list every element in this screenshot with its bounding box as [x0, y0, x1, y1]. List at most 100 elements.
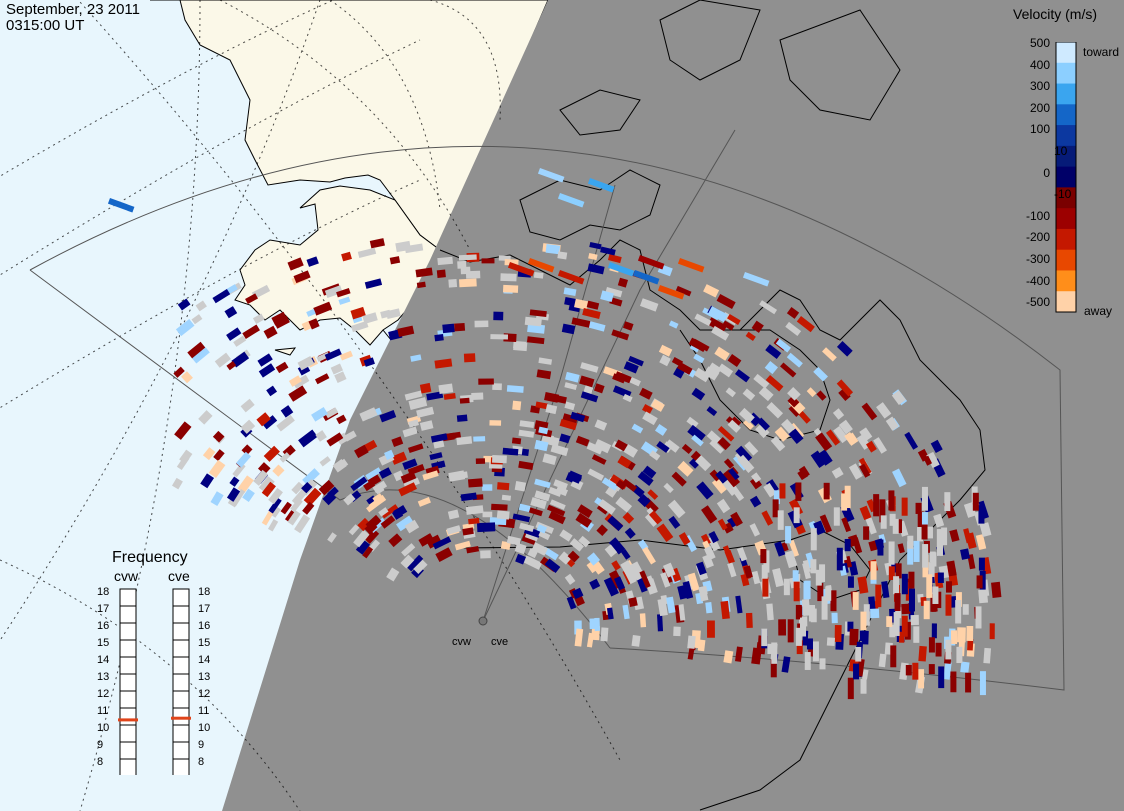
velocity-cell [720, 600, 730, 620]
velocity-cell [780, 362, 797, 378]
velocity-cell [402, 458, 418, 470]
frequency-cell [119, 724, 137, 743]
velocity-cell [957, 627, 966, 643]
velocity-cell [697, 639, 706, 652]
map-label-cvw: cvw [452, 636, 471, 648]
frequency-cell [119, 758, 137, 775]
velocity-cell [785, 321, 802, 337]
fov-outline [29, 269, 611, 649]
velocity-cell [519, 420, 535, 429]
velocity-cell [459, 397, 470, 404]
velocity-cell [608, 537, 626, 555]
velocity-cell [678, 532, 691, 546]
arctic-islands [519, 0, 901, 241]
velocity-cell [878, 653, 887, 668]
velocity-cell [761, 564, 768, 579]
velocity-cell [677, 257, 705, 273]
velocity-cell [901, 497, 908, 516]
colorbar-tick-label: 400 [1029, 57, 1050, 72]
velocity-cell [538, 426, 549, 435]
velocity-cell [742, 388, 756, 401]
velocity-cell [833, 425, 849, 444]
velocity-cell [668, 515, 681, 529]
velocity-cell [983, 647, 992, 664]
velocity-cell [774, 426, 790, 442]
velocity-cell [717, 436, 731, 451]
velocity-cell [786, 306, 800, 319]
velocity-cell [677, 361, 693, 375]
velocity-cell [788, 428, 804, 444]
velocity-cell [366, 502, 377, 513]
velocity-cell [604, 544, 618, 558]
velocity-cell [847, 576, 854, 588]
velocity-cell [416, 281, 426, 289]
velocity-cell [701, 505, 718, 524]
velocity-cell [523, 555, 543, 570]
aleutian-island [274, 347, 297, 356]
velocity-cell [629, 376, 641, 387]
velocity-cell [536, 524, 547, 534]
velocity-cell [567, 470, 583, 484]
velocity-cell [901, 615, 908, 637]
velocity-cell [730, 511, 743, 527]
velocity-cell [761, 628, 768, 647]
velocity-cell [815, 569, 822, 586]
grid-line [0, 179, 421, 409]
velocity-cell [673, 626, 681, 637]
velocity-cell [422, 470, 439, 481]
velocity-cell [637, 471, 654, 487]
velocity-cell [435, 547, 453, 563]
frequency-tick-label: 18 [97, 586, 110, 598]
velocity-cell [708, 531, 719, 544]
velocity-cell [365, 467, 382, 481]
velocity-cell [400, 554, 415, 569]
velocity-cell [956, 646, 963, 664]
velocity-cell [696, 481, 714, 500]
frequency-marker [118, 718, 138, 722]
velocity-cell [936, 536, 943, 556]
velocity-cell [775, 338, 791, 353]
velocity-cell [530, 497, 547, 510]
velocity-cell [876, 402, 892, 419]
velocity-cell [799, 617, 806, 637]
velocity-cell [687, 424, 706, 443]
velocity-cell [214, 352, 231, 368]
velocity-cell [379, 410, 397, 423]
velocity-cell [245, 293, 258, 305]
velocity-cell [237, 475, 254, 494]
velocity-cell [350, 320, 369, 333]
velocity-cell [533, 272, 544, 279]
velocity-cell [728, 467, 740, 481]
velocity-cell [507, 261, 535, 277]
velocity-cell [770, 659, 777, 678]
velocity-cell [252, 313, 265, 325]
velocity-cell [514, 480, 527, 492]
velocity-cell [895, 519, 902, 534]
velocity-cell [802, 559, 811, 573]
velocity-cell [413, 559, 428, 574]
velocity-cell [763, 550, 770, 573]
velocity-cell [438, 383, 454, 394]
velocity-cell [586, 552, 601, 566]
frequency-cell [119, 588, 137, 607]
fov-outline [29, 145, 1065, 691]
frequency-cell [119, 741, 137, 760]
velocity-cell [698, 586, 709, 602]
velocity-cell [717, 518, 728, 531]
velocity-cell [765, 374, 784, 392]
velocity-cell [838, 388, 851, 402]
frequency-cell [119, 639, 137, 658]
velocity-cell [880, 515, 887, 529]
velocity-cell [783, 578, 790, 596]
velocity-cell [598, 499, 616, 515]
velocity-cell [844, 485, 851, 509]
velocity-cell [430, 433, 448, 443]
velocity-cell [393, 470, 405, 482]
velocity-cell [465, 505, 484, 515]
velocity-cell [965, 672, 972, 693]
velocity-cell [910, 614, 919, 626]
velocity-colorbar [1055, 42, 1077, 313]
velocity-cell [187, 341, 206, 359]
velocity-cell [706, 430, 721, 445]
velocity-cell [538, 530, 551, 541]
